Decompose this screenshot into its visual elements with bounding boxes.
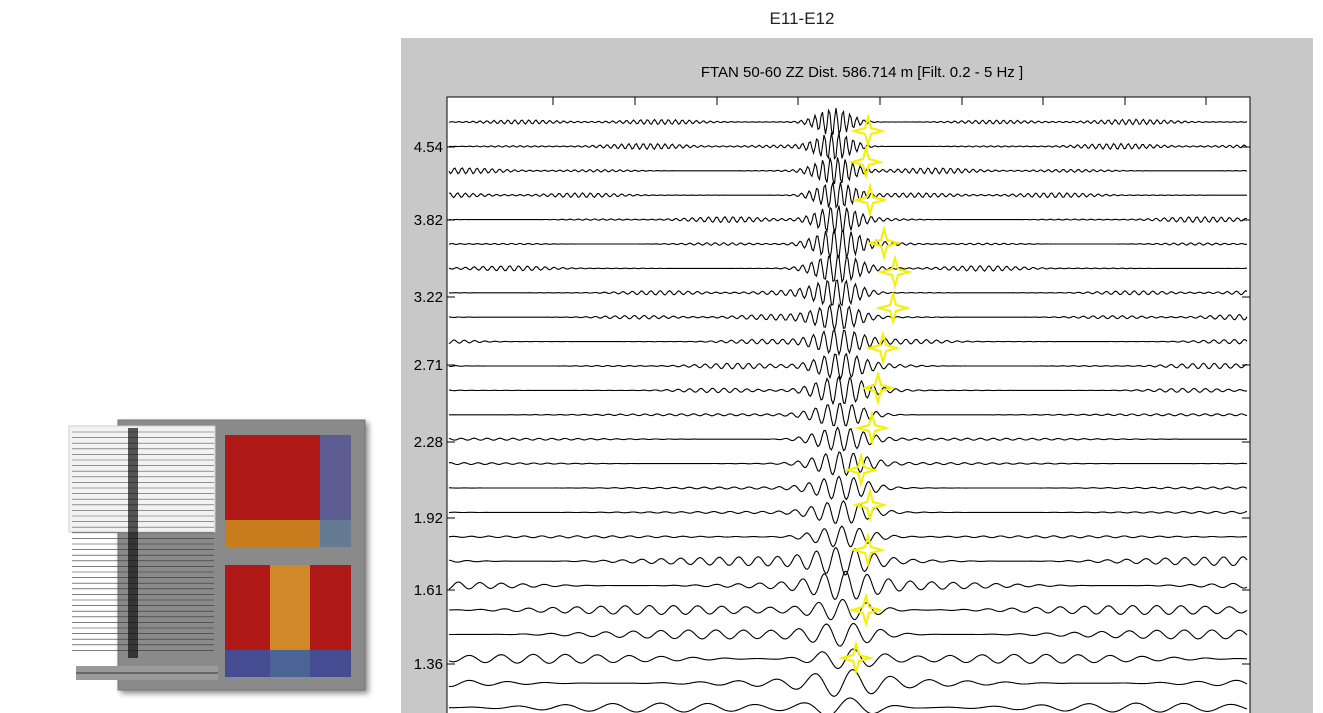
waveform (448, 546, 1248, 576)
pick-star (843, 452, 879, 488)
waveform (448, 279, 1248, 307)
waveform (448, 500, 1248, 524)
pick-star (850, 113, 886, 149)
waveform (448, 622, 1248, 647)
pick-star (875, 290, 911, 326)
y-axis: 4.54 3.82 3.22 2.71 2.28 1.92 1.61 1.36 (414, 97, 1250, 673)
waveform (449, 132, 1248, 160)
y-tick-label: 2.71 (414, 357, 443, 374)
waveform (448, 352, 1248, 381)
thumbnail (68, 419, 366, 691)
pick-star (860, 370, 896, 406)
y-tick-label: 1.61 (414, 582, 443, 599)
pick-star (852, 487, 888, 523)
waveform (448, 228, 1248, 260)
waveform (449, 402, 1248, 427)
waveform (449, 475, 1248, 501)
y-tick-label: 4.54 (414, 139, 443, 156)
waveform (449, 697, 1248, 713)
thumb-packet (128, 428, 138, 658)
waveform (448, 525, 1247, 548)
page-title: E11-E12 (770, 9, 835, 28)
pick-star (838, 640, 874, 676)
pick-star (866, 225, 902, 261)
waveform (448, 426, 1247, 452)
waveform (448, 451, 1248, 477)
pick-star (848, 592, 884, 628)
traces (448, 108, 1248, 713)
pick-star (852, 182, 888, 218)
y-tick-label: 3.22 (414, 289, 443, 306)
plot-title: FTAN 50-60 ZZ Dist. 586.714 m [Filt. 0.2… (701, 64, 1023, 81)
pick-star (850, 532, 886, 568)
pick-star (865, 330, 901, 366)
waveform (448, 375, 1248, 406)
y-tick-label: 1.36 (414, 656, 443, 673)
waveform (448, 328, 1248, 357)
pick-star (854, 410, 890, 446)
waveform (448, 157, 1248, 185)
waveform (448, 669, 1248, 697)
waveform (448, 205, 1248, 234)
pick-star (848, 144, 884, 180)
waveform (448, 570, 1248, 600)
waveform (449, 598, 1248, 621)
waveform (448, 253, 1247, 284)
picks (838, 113, 913, 676)
waveform (448, 302, 1248, 333)
waveform (449, 182, 1247, 209)
waveform (448, 648, 1247, 670)
y-tick-label: 1.92 (414, 510, 443, 527)
axes (446, 96, 1251, 713)
y-tick-label: 2.28 (414, 434, 443, 451)
waveform (448, 108, 1248, 135)
y-tick-label: 3.82 (414, 212, 443, 229)
pick-star (877, 254, 913, 290)
